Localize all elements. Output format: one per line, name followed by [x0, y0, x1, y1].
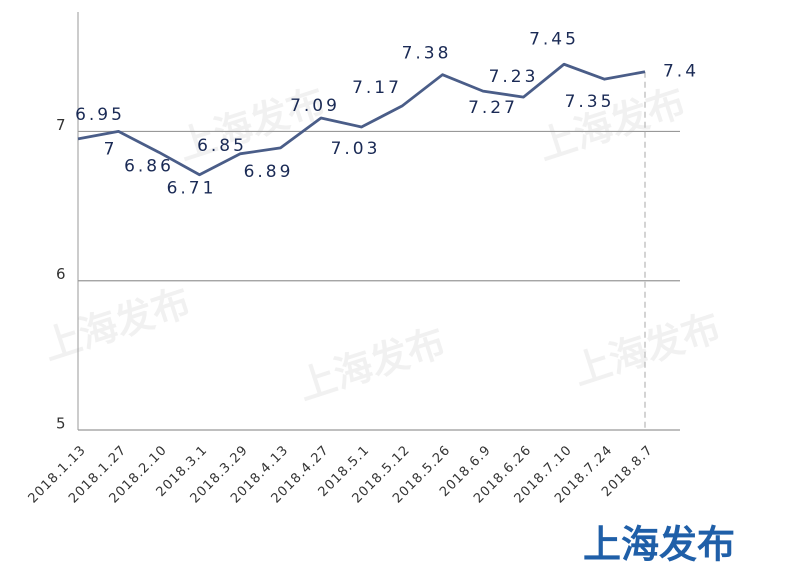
data-label: 7.45	[529, 29, 579, 49]
brand-logo: 上海发布	[583, 522, 735, 567]
data-label: 7.09	[290, 96, 340, 116]
data-label: 7.27	[468, 98, 518, 118]
data-label: 6.95	[75, 105, 125, 125]
data-label: 7.4	[663, 62, 699, 82]
data-label: 7.38	[402, 44, 452, 64]
data-label: 6.89	[244, 162, 294, 182]
data-label: 7.35	[565, 92, 615, 112]
watermark: 上海发布	[292, 320, 450, 409]
data-label: 6.86	[124, 156, 174, 176]
watermark: 上海发布	[37, 280, 195, 369]
data-label: 7.03	[331, 139, 381, 159]
data-label: 7	[104, 139, 118, 159]
line	[77, 62, 646, 177]
y-tick-label: 6	[56, 265, 66, 283]
y-tick-label: 7	[56, 116, 66, 134]
watermark: 上海发布	[567, 305, 725, 394]
data-label: 7.23	[489, 67, 539, 87]
data-label: 7.17	[352, 78, 402, 98]
y-tick-label: 5	[56, 415, 66, 433]
data-label: 6.85	[197, 136, 247, 156]
data-label: 6.71	[167, 179, 217, 199]
